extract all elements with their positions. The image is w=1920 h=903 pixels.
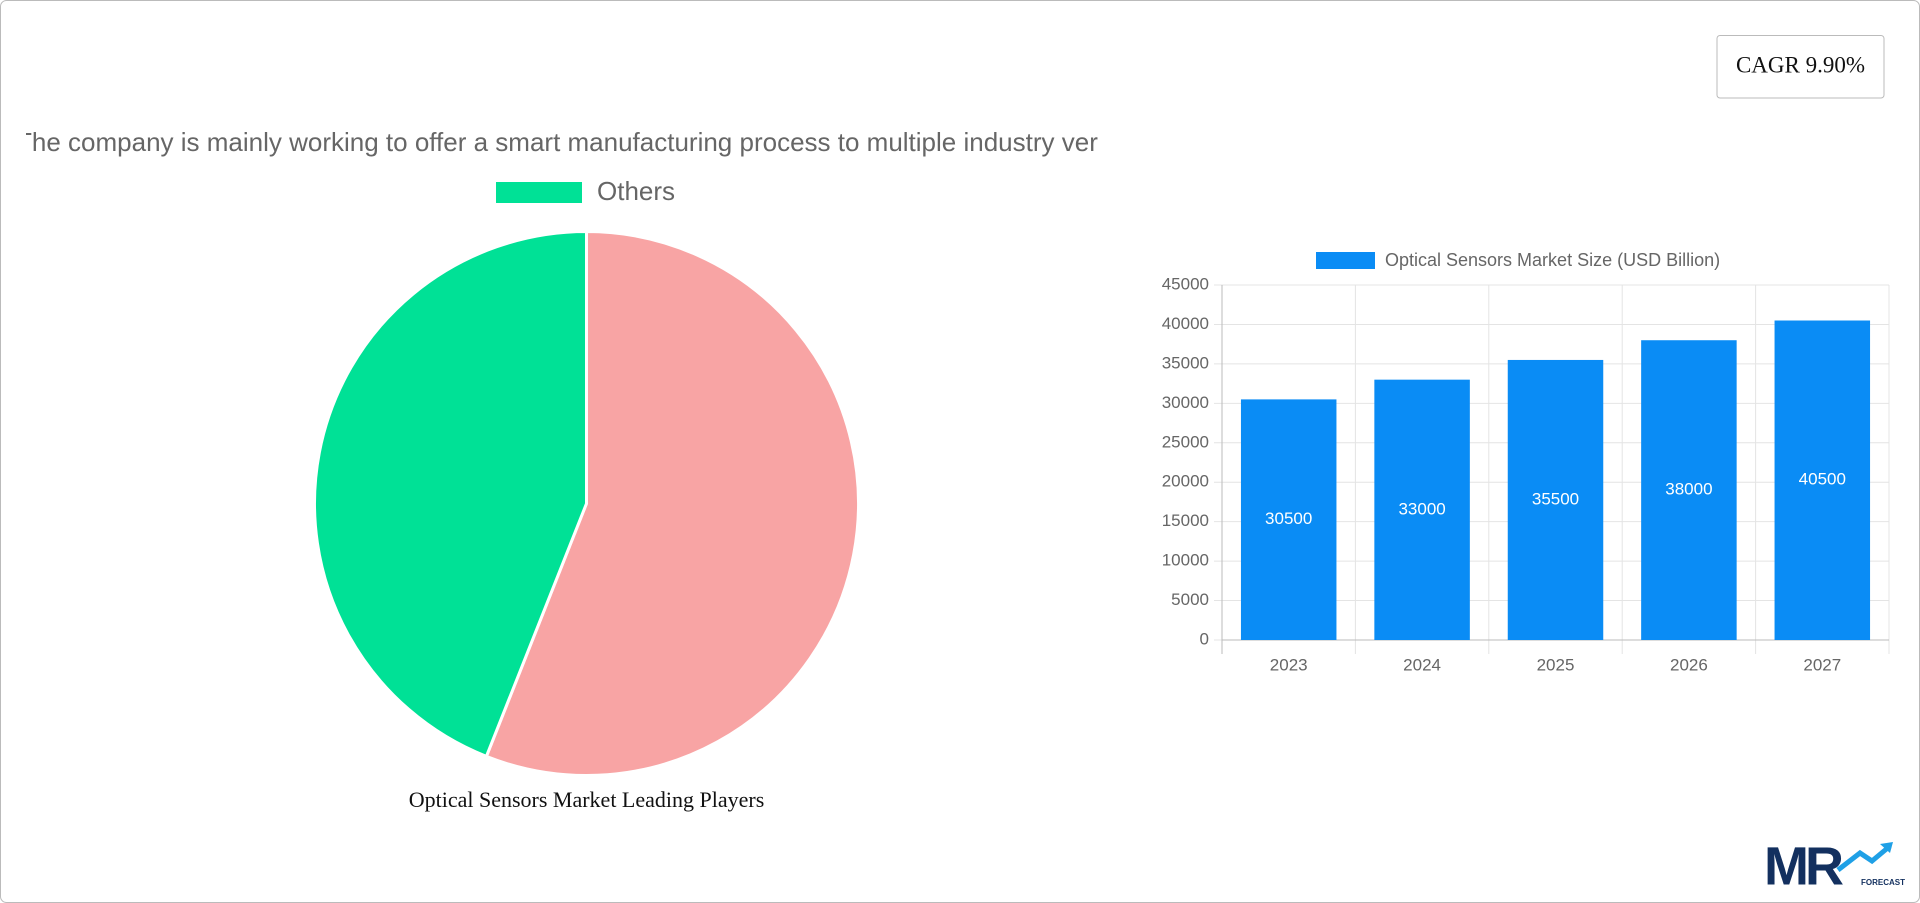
pie-title: Optical Sensors Market Leading Players bbox=[409, 787, 765, 812]
pie-slice bbox=[484, 229, 860, 777]
x-tick-label: 2024 bbox=[1403, 655, 1441, 674]
legend-label: The company is mainly working to offer a… bbox=[16, 127, 1098, 157]
legend-label: Optical Sensors Market Size (USD Billion… bbox=[1385, 250, 1720, 270]
bar bbox=[1774, 320, 1871, 640]
legend-swatch bbox=[496, 182, 582, 203]
y-tick-label: 45000 bbox=[1162, 274, 1209, 293]
x-tick-label: 2025 bbox=[1537, 655, 1575, 674]
y-tick-label: 25000 bbox=[1162, 432, 1209, 451]
logo: MR FORECAST bbox=[1764, 836, 1905, 896]
bar-value-label: 33000 bbox=[1398, 499, 1445, 518]
logo-arrowhead bbox=[1880, 842, 1893, 853]
bar bbox=[1641, 340, 1737, 640]
bar bbox=[1507, 359, 1604, 640]
pie-legend: The company is mainly working to offer a… bbox=[16, 127, 1098, 157]
y-tick-label: 15000 bbox=[1162, 511, 1209, 530]
logo-text: MR bbox=[1764, 836, 1843, 896]
bar-value-label: 40500 bbox=[1799, 470, 1846, 489]
x-tick-label: 2023 bbox=[1270, 655, 1308, 674]
y-tick-label: 10000 bbox=[1162, 551, 1209, 570]
y-tick-label: 5000 bbox=[1171, 590, 1209, 609]
x-tick-label: 2026 bbox=[1670, 655, 1708, 674]
legend-label: Others bbox=[597, 176, 675, 206]
y-tick-label: 20000 bbox=[1162, 472, 1209, 491]
y-tick-label: 0 bbox=[1200, 629, 1209, 648]
bar bbox=[1240, 399, 1337, 640]
x-tick-label: 2027 bbox=[1803, 655, 1841, 674]
pie-slice bbox=[313, 229, 588, 759]
bar-value-label: 30500 bbox=[1265, 509, 1312, 528]
cagr-label: CAGR 9.90% bbox=[1736, 52, 1865, 77]
bar-value-label: 35500 bbox=[1532, 489, 1579, 508]
bar-value-label: 38000 bbox=[1665, 480, 1712, 499]
y-tick-label: 30000 bbox=[1162, 393, 1209, 412]
logo-arrow bbox=[1836, 844, 1892, 872]
logo-tagline: FORECAST bbox=[1861, 878, 1905, 887]
legend-swatch bbox=[1316, 252, 1375, 269]
cagr-box bbox=[1716, 35, 1885, 99]
bar bbox=[1374, 379, 1470, 640]
y-tick-label: 40000 bbox=[1162, 314, 1209, 333]
y-tick-label: 35000 bbox=[1162, 353, 1209, 372]
